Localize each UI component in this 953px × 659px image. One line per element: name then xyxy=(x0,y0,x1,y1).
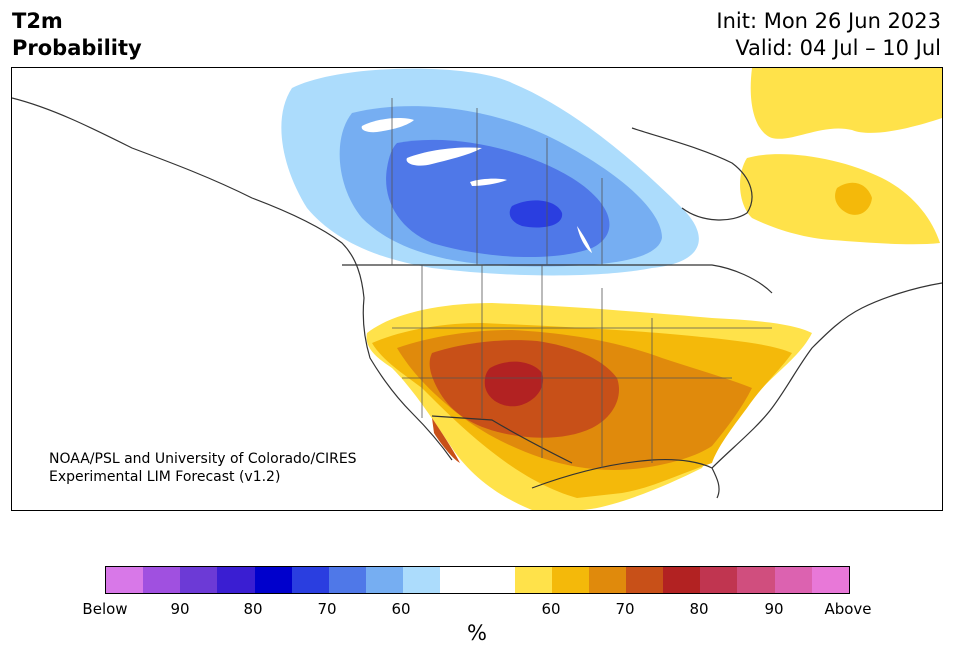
lake-winnipeg xyxy=(577,226,592,253)
cold-contour-deep xyxy=(509,200,563,228)
colorbar-segment xyxy=(625,567,664,593)
colorbar-segment xyxy=(663,567,701,593)
forecast-map xyxy=(11,67,943,511)
colorbar-segment xyxy=(106,567,144,593)
warm-us-red xyxy=(484,361,544,407)
warm-baja xyxy=(432,418,460,463)
colorbar-tick-label: 60 xyxy=(391,600,411,618)
colorbar-tick-label: 80 xyxy=(243,600,263,618)
colorbar-segment xyxy=(291,567,329,593)
colorbar-segment xyxy=(811,567,849,593)
gulf-coast xyxy=(531,458,720,499)
figure-title: T2m Probability xyxy=(12,8,142,62)
great-bear-lake xyxy=(361,118,414,133)
cold-contour-blue xyxy=(386,139,610,258)
colorbar-tick-label: 90 xyxy=(170,600,190,618)
credit-text: NOAA/PSL and University of Colorado/CIRE… xyxy=(49,450,357,486)
colorbar-tick-label: 70 xyxy=(615,600,635,618)
us-canada-border xyxy=(342,264,773,294)
colorbar-segment xyxy=(440,567,478,593)
colorbar-tick-label: Above xyxy=(824,600,872,618)
colorbar-segment xyxy=(588,567,626,593)
colorbar-tick-label: 60 xyxy=(541,600,561,618)
great-slave-lake xyxy=(406,147,482,166)
colorbar-segment xyxy=(514,567,552,593)
valid-date: Valid: 04 Jul – 10 Jul xyxy=(735,36,941,60)
init-date: Init: Mon 26 Jun 2023 xyxy=(716,9,941,33)
east-coast xyxy=(711,282,942,469)
us-mexico-border xyxy=(431,415,573,464)
colorbar-unit: % xyxy=(467,621,487,645)
colorbar-segment xyxy=(217,567,255,593)
colorbar-segment xyxy=(774,567,812,593)
colorbar-tick-label: 90 xyxy=(764,600,784,618)
colorbar-segment xyxy=(477,567,515,593)
colorbar-segment xyxy=(180,567,218,593)
colorbar-segment xyxy=(403,567,441,593)
colorbar-segment xyxy=(737,567,775,593)
colorbar-segment xyxy=(328,567,366,593)
colorbar-segment xyxy=(254,567,292,593)
colorbar-tick-label: 80 xyxy=(689,600,709,618)
warm-canada-north xyxy=(750,68,942,139)
colorbar-tick-label: Below xyxy=(82,600,128,618)
warm-canada-core xyxy=(835,182,872,215)
lake-athabasca xyxy=(470,178,507,186)
variable-label: T2m xyxy=(12,9,63,33)
credit-line-2: Experimental LIM Forecast (v1.2) xyxy=(49,469,281,485)
colorbar-segment xyxy=(143,567,181,593)
colorbar-segment xyxy=(365,567,404,593)
credit-line-1: NOAA/PSL and University of Colorado/CIRE… xyxy=(49,451,357,467)
date-info: Init: Mon 26 Jun 2023 Valid: 04 Jul – 10… xyxy=(716,8,941,62)
colorbar-segment xyxy=(700,567,738,593)
subtitle-label: Probability xyxy=(12,36,142,60)
hudson-bay xyxy=(631,127,753,221)
probability-colorbar xyxy=(105,566,850,594)
west-coast xyxy=(12,97,453,461)
colorbar-segment xyxy=(551,567,589,593)
colorbar-tick-label: 70 xyxy=(317,600,337,618)
